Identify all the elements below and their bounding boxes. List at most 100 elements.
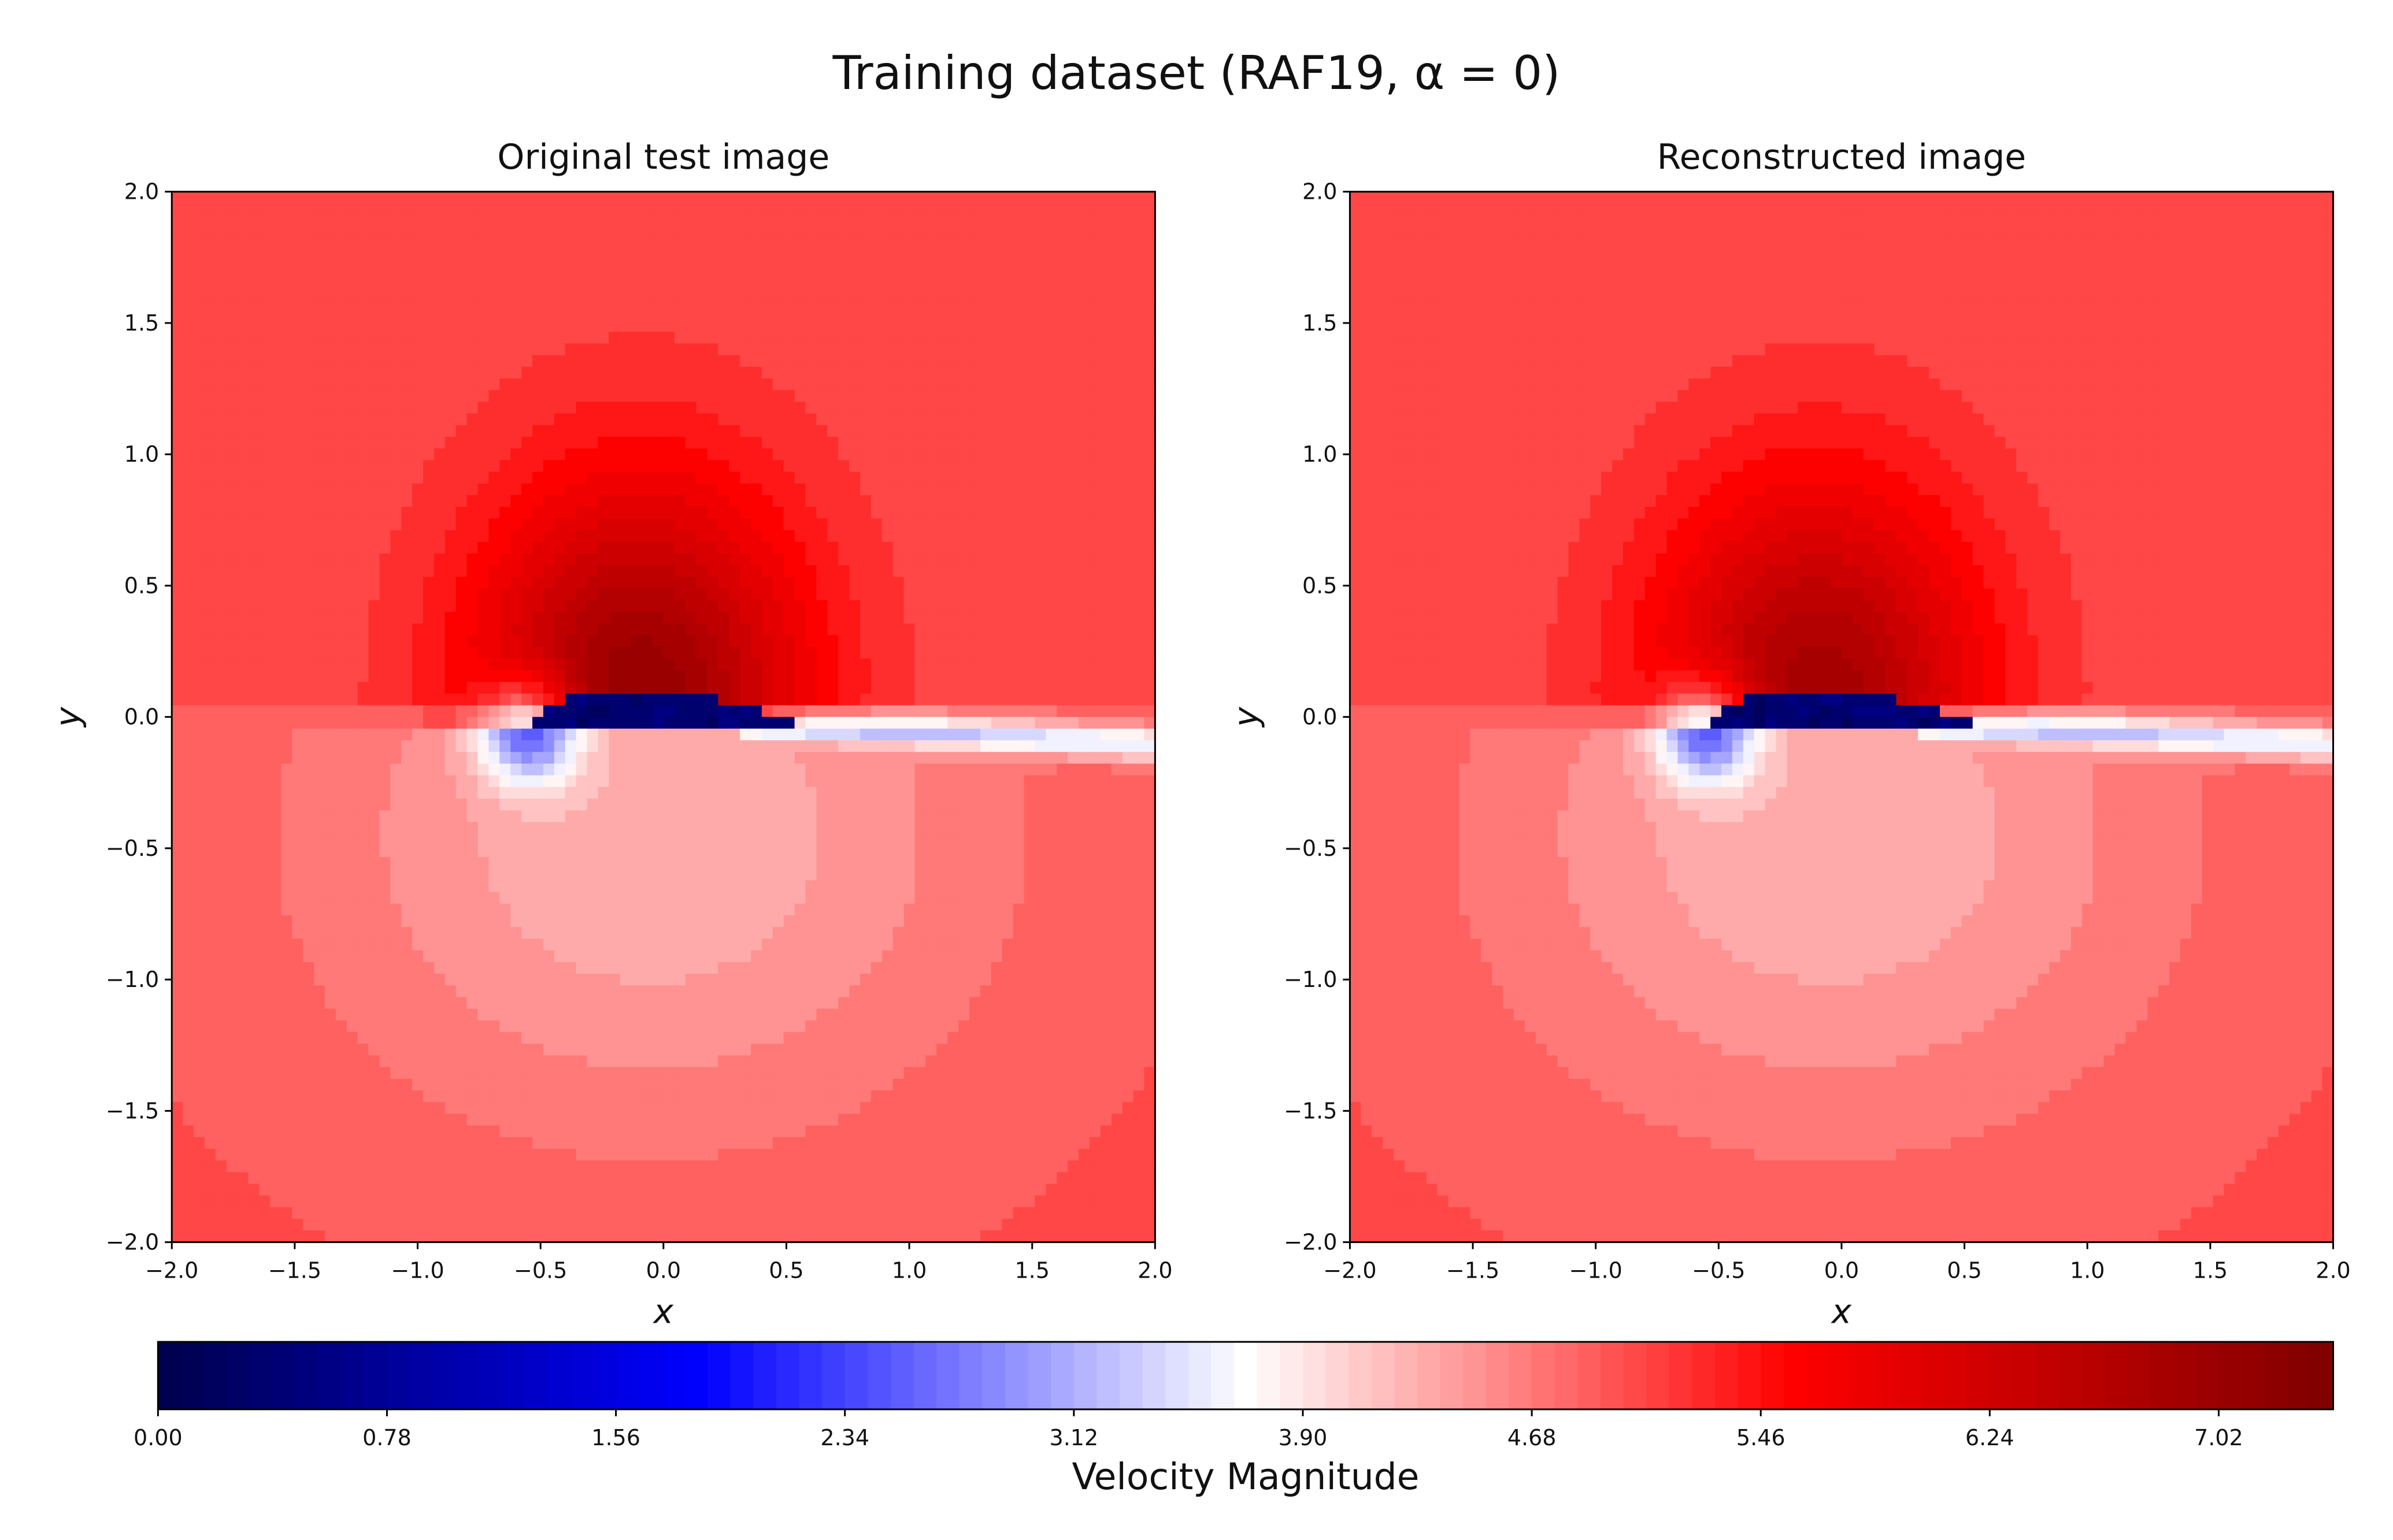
heatmap-cell xyxy=(609,367,620,379)
heatmap-cell xyxy=(729,343,740,355)
heatmap-cell xyxy=(838,717,850,729)
heatmap-cell xyxy=(598,705,609,717)
heatmap-cell xyxy=(980,425,992,437)
heatmap-cell xyxy=(1133,495,1145,507)
heatmap-cell xyxy=(696,670,707,682)
heatmap-cell xyxy=(510,402,522,414)
heatmap-cell xyxy=(729,448,740,461)
heatmap-cell xyxy=(762,402,773,414)
heatmap-cell xyxy=(259,239,271,251)
heatmap-cell xyxy=(631,309,642,321)
heatmap-cell xyxy=(598,390,609,402)
heatmap-cell xyxy=(249,693,260,706)
heatmap-cell xyxy=(893,273,905,285)
heatmap-cell xyxy=(1133,682,1145,694)
heatmap-cell xyxy=(390,203,402,216)
heatmap-cell xyxy=(696,320,707,332)
heatmap-cell xyxy=(686,250,697,262)
heatmap-cell xyxy=(1046,729,1057,741)
heatmap-cell xyxy=(904,799,916,811)
heatmap-cell xyxy=(784,390,795,402)
heatmap-cell xyxy=(172,670,183,682)
heatmap-cell xyxy=(1046,588,1057,600)
heatmap-cell xyxy=(270,787,281,799)
heatmap-cell xyxy=(991,588,1003,600)
heatmap-cell xyxy=(412,530,424,542)
heatmap-cell xyxy=(499,740,511,752)
heatmap-cell xyxy=(587,635,598,647)
heatmap-cell xyxy=(194,717,205,729)
heatmap-cell xyxy=(1090,612,1101,624)
heatmap-cell xyxy=(784,507,795,519)
heatmap-cell xyxy=(893,239,905,251)
heatmap-cell xyxy=(172,518,183,530)
heatmap-cell xyxy=(456,285,468,297)
heatmap-cell xyxy=(445,799,457,811)
heatmap-cell xyxy=(653,203,664,216)
heatmap-cell xyxy=(412,343,424,355)
heatmap-cell xyxy=(368,600,380,613)
heatmap-cell xyxy=(849,297,861,309)
heatmap-cell xyxy=(784,565,795,577)
heatmap-cell xyxy=(871,659,883,671)
heatmap-cell xyxy=(936,670,948,682)
heatmap-cell xyxy=(281,262,292,274)
heatmap-cell xyxy=(860,203,872,216)
heatmap-cell xyxy=(653,588,664,600)
heatmap-cell xyxy=(1123,729,1134,741)
heatmap-cell xyxy=(762,484,773,496)
heatmap-cell xyxy=(336,822,347,834)
heatmap-cell xyxy=(1112,239,1123,251)
heatmap-cell xyxy=(969,530,981,542)
heatmap-cell xyxy=(882,285,894,297)
heatmap-cell xyxy=(991,565,1003,577)
heatmap-cell xyxy=(620,787,631,799)
heatmap-cell xyxy=(686,239,697,251)
heatmap-cell xyxy=(194,822,205,834)
heatmap-cell xyxy=(664,402,675,414)
heatmap-cell xyxy=(751,810,762,822)
heatmap-cell xyxy=(1046,799,1057,811)
heatmap-cell xyxy=(532,787,544,799)
heatmap-cell xyxy=(456,425,468,437)
heatmap-cell xyxy=(991,507,1003,519)
heatmap-cell xyxy=(423,414,435,426)
heatmap-cell xyxy=(1144,542,1155,554)
heatmap-cell xyxy=(1144,787,1155,799)
heatmap-cell xyxy=(827,775,839,788)
heatmap-cell xyxy=(947,239,959,251)
heatmap-cell xyxy=(488,437,500,449)
heatmap-cell xyxy=(838,262,850,274)
heatmap-cell xyxy=(314,484,325,496)
heatmap-cell xyxy=(543,542,555,554)
heatmap-cell xyxy=(358,740,369,752)
heatmap-cell xyxy=(1057,659,1068,671)
heatmap-cell xyxy=(653,285,664,297)
heatmap-cell xyxy=(1101,693,1112,706)
heatmap-cell xyxy=(270,297,281,309)
heatmap-cell xyxy=(762,215,773,227)
heatmap-cell xyxy=(205,262,216,274)
heatmap-cell xyxy=(423,343,435,355)
heatmap-cell xyxy=(631,693,642,706)
heatmap-cell xyxy=(838,367,850,379)
heatmap-cell xyxy=(947,262,959,274)
heatmap-cell xyxy=(631,448,642,461)
heatmap-cell xyxy=(1035,332,1046,344)
heatmap-cell xyxy=(620,472,631,484)
heatmap-cell xyxy=(216,484,227,496)
heatmap-cell xyxy=(554,659,566,671)
heatmap-cell xyxy=(488,192,500,204)
heatmap-cell xyxy=(1123,378,1134,391)
heatmap-cell xyxy=(456,227,468,239)
heatmap-cell xyxy=(947,647,959,659)
heatmap-cell xyxy=(947,448,959,461)
heatmap-cell xyxy=(740,682,751,694)
heatmap-cell xyxy=(401,588,413,600)
heatmap-cell xyxy=(172,834,183,846)
heatmap-cell xyxy=(499,484,511,496)
heatmap-cell xyxy=(314,588,325,600)
heatmap-cell xyxy=(1144,390,1155,402)
heatmap-cell xyxy=(227,215,238,227)
heatmap-cell xyxy=(336,542,347,554)
